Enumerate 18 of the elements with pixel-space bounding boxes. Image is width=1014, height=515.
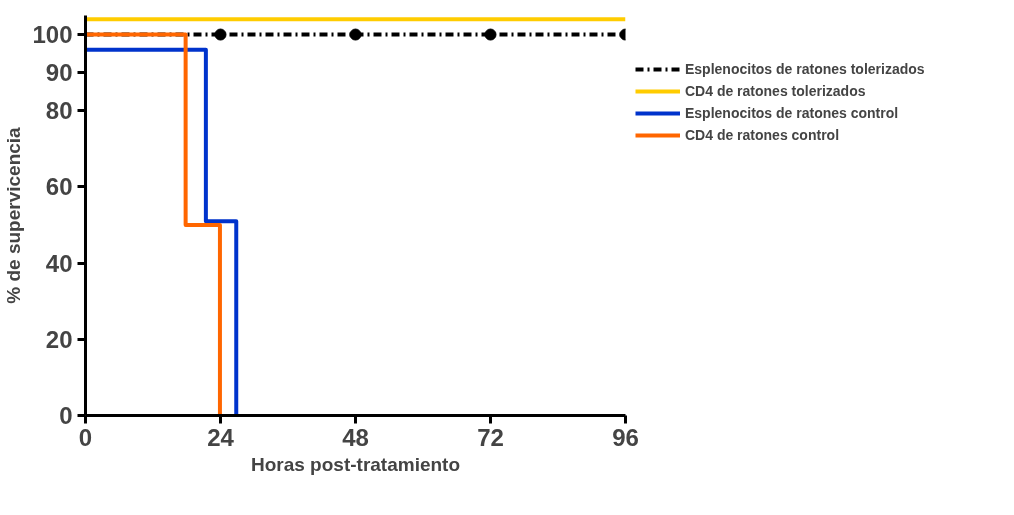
y-tick-label: 90 (45, 59, 73, 87)
x-tick-label: 96 (612, 423, 639, 451)
x-tick-label: 0 (78, 423, 93, 451)
y-tick-label: 60 (45, 173, 73, 201)
x-axis-title: Horas post-tratamiento (250, 453, 461, 475)
y-tick-label: 40 (45, 249, 73, 277)
x-tick-label: 24 (207, 423, 235, 451)
legend-label: CD4 de ratones tolerizados (685, 83, 866, 99)
legend-label: CD4 de ratones control (685, 127, 840, 143)
y-axis-title: % de supervicencia (3, 126, 25, 304)
y-tick-label: 100 (32, 21, 73, 49)
y-tick-label: 20 (45, 325, 73, 353)
x-tick-label: 48 (342, 423, 369, 451)
y-tick-label: 0 (59, 402, 73, 429)
x-tick-label: 72 (477, 423, 504, 451)
y-tick-label: 80 (45, 97, 73, 125)
legend-label: Esplenocitos de ratones tolerizados (685, 61, 925, 77)
legend-label: Esplenocitos de ratones control (685, 105, 899, 121)
